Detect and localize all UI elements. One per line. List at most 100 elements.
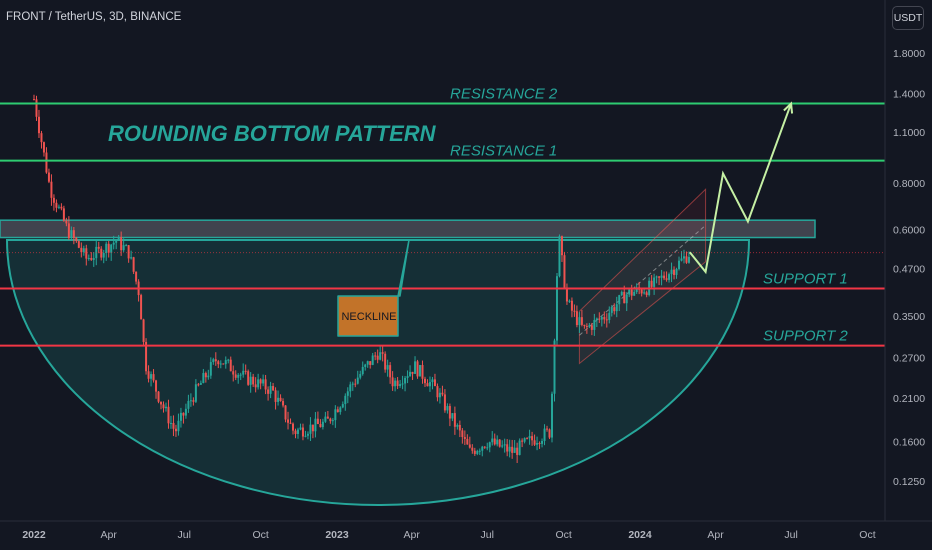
candle-body bbox=[33, 99, 35, 101]
candle-body bbox=[478, 450, 481, 452]
candle-body bbox=[292, 423, 295, 431]
candle-body bbox=[615, 304, 618, 312]
y-tick-label: 0.2100 bbox=[893, 393, 925, 405]
candle-body bbox=[145, 341, 148, 372]
candle-body bbox=[513, 447, 516, 453]
chart-title: ROUNDING BOTTOM PATTERN bbox=[108, 121, 437, 146]
x-tick-label: Apr bbox=[707, 529, 724, 541]
candle-body bbox=[496, 439, 499, 445]
candle-body bbox=[376, 355, 379, 360]
candle-body bbox=[202, 373, 205, 384]
candle-body bbox=[254, 384, 257, 388]
candle-body bbox=[526, 438, 529, 440]
rounding-bottom-cup bbox=[5, 239, 751, 506]
candle-body bbox=[192, 400, 195, 402]
x-tick-label: Jul bbox=[481, 529, 494, 541]
x-tick-label: Jul bbox=[178, 529, 191, 541]
candle-body bbox=[491, 438, 494, 443]
candle-body bbox=[55, 202, 58, 208]
candle-body bbox=[160, 401, 163, 405]
candle-body bbox=[421, 365, 424, 379]
candle-body bbox=[219, 363, 222, 365]
candle-body bbox=[319, 423, 322, 428]
candle-body bbox=[222, 363, 225, 365]
candle-body bbox=[232, 371, 235, 375]
candle-body bbox=[635, 287, 638, 293]
candle-body bbox=[563, 255, 566, 289]
candle-body bbox=[511, 446, 514, 453]
candle-body bbox=[97, 246, 100, 249]
candle-body bbox=[396, 380, 399, 386]
neckline-callout bbox=[337, 239, 410, 337]
candle-body bbox=[331, 420, 334, 422]
candle-body bbox=[655, 276, 658, 278]
candle-body bbox=[122, 245, 125, 251]
candle-body bbox=[329, 418, 332, 422]
candle-body bbox=[294, 430, 297, 434]
candle-body bbox=[555, 276, 558, 341]
candle-body bbox=[506, 444, 509, 452]
candle-body bbox=[521, 440, 524, 442]
candle-body bbox=[52, 197, 55, 203]
candle-body bbox=[518, 440, 521, 455]
candle-body bbox=[394, 380, 397, 387]
candle-body bbox=[665, 278, 668, 280]
x-tick-label: 2022 bbox=[22, 529, 46, 541]
candle-body bbox=[50, 181, 53, 198]
candle-body bbox=[120, 237, 123, 251]
candle-body bbox=[105, 243, 108, 254]
candle-body bbox=[384, 353, 387, 370]
candle-body bbox=[488, 442, 491, 448]
candle-body bbox=[588, 325, 591, 327]
candle-body bbox=[516, 447, 519, 455]
currency-button[interactable]: USDT bbox=[892, 6, 924, 30]
candle-body bbox=[72, 230, 75, 238]
candle-body bbox=[239, 374, 242, 376]
candle-body bbox=[618, 295, 621, 305]
candle-body bbox=[471, 447, 474, 451]
x-tick-label: Oct bbox=[555, 529, 571, 541]
candle-body bbox=[174, 428, 177, 432]
neckline-label: NECKLINE bbox=[341, 311, 396, 323]
candle-body bbox=[37, 116, 40, 134]
candle-body bbox=[135, 271, 138, 282]
candle-body bbox=[187, 400, 190, 409]
candle-body bbox=[132, 257, 135, 272]
candle-body bbox=[346, 391, 349, 396]
candle-body bbox=[279, 397, 282, 402]
candle-body bbox=[682, 256, 685, 259]
candle-body bbox=[456, 424, 459, 427]
candle-body bbox=[481, 446, 484, 451]
candle-body bbox=[102, 253, 105, 258]
candle-body bbox=[613, 307, 616, 312]
candle-body bbox=[675, 268, 678, 275]
candle-body bbox=[583, 324, 586, 326]
candle-body bbox=[605, 319, 608, 321]
candle-body bbox=[543, 428, 546, 441]
candle-body bbox=[423, 378, 426, 384]
candle-body bbox=[321, 421, 324, 428]
candle-body bbox=[419, 365, 422, 377]
y-tick-label: 0.1250 bbox=[893, 476, 925, 488]
support-1-label: SUPPORT 1 bbox=[763, 271, 848, 288]
candle-body bbox=[401, 383, 404, 385]
candle-body bbox=[575, 311, 578, 326]
candle-body bbox=[336, 409, 339, 413]
candle-body bbox=[541, 440, 544, 444]
candle-body bbox=[466, 438, 469, 445]
candle-body bbox=[301, 427, 304, 437]
x-tick-label: Oct bbox=[252, 529, 268, 541]
candle-body bbox=[229, 359, 232, 372]
candle-body bbox=[593, 319, 596, 330]
y-tick-label: 1.8000 bbox=[893, 48, 925, 60]
neckline-zone bbox=[0, 219, 816, 239]
price-axis-bg bbox=[885, 0, 932, 550]
candle-body bbox=[374, 355, 377, 357]
candle-body bbox=[461, 430, 464, 438]
candle-body bbox=[272, 386, 275, 391]
x-tick-label: 2023 bbox=[325, 529, 349, 541]
candle-body bbox=[267, 389, 270, 394]
candle-body bbox=[551, 393, 554, 438]
